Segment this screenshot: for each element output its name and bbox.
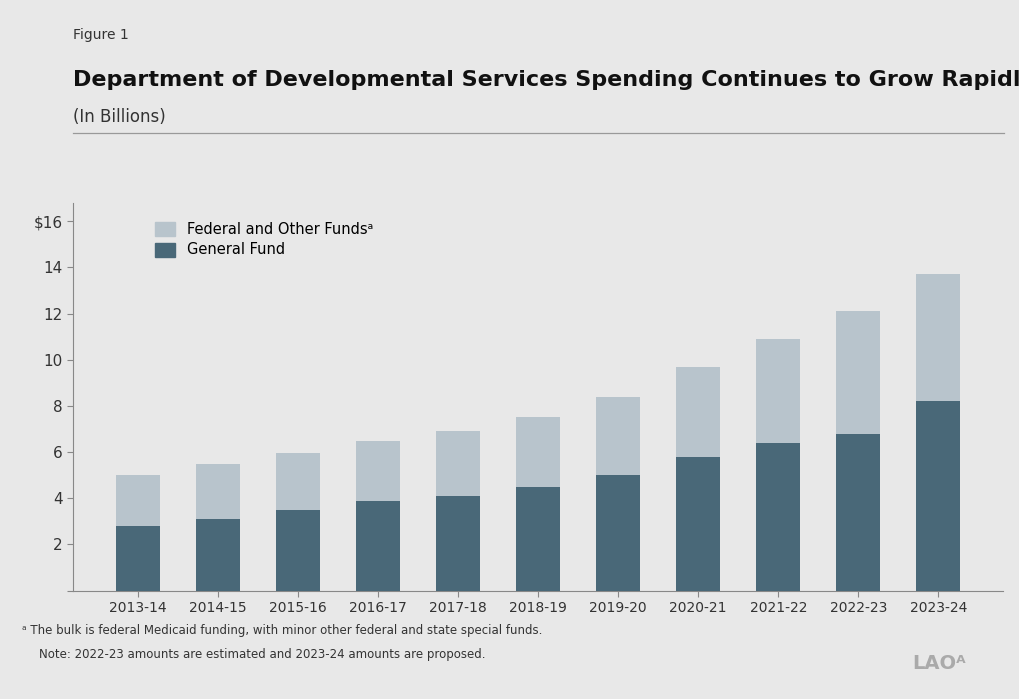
Text: Note: 2022-23 amounts are estimated and 2023-24 amounts are proposed.: Note: 2022-23 amounts are estimated and …: [39, 648, 485, 661]
Bar: [837, 311, 880, 433]
Text: (In Billions): (In Billions): [73, 108, 166, 127]
Bar: [916, 401, 961, 591]
Text: ᵃ The bulk is federal Medicaid funding, with minor other federal and state speci: ᵃ The bulk is federal Medicaid funding, …: [22, 624, 543, 637]
Bar: [276, 453, 320, 510]
Bar: [356, 500, 399, 591]
Bar: [516, 417, 560, 487]
Bar: [677, 367, 720, 456]
Bar: [276, 510, 320, 591]
Bar: [677, 456, 720, 591]
Bar: [196, 519, 239, 591]
Bar: [837, 433, 880, 591]
Bar: [756, 339, 800, 443]
Bar: [516, 487, 560, 591]
Bar: [916, 274, 961, 401]
Legend: Federal and Other Fundsᵃ, General Fund: Federal and Other Fundsᵃ, General Fund: [155, 222, 373, 257]
Text: Department of Developmental Services Spending Continues to Grow Rapidly: Department of Developmental Services Spe…: [73, 70, 1019, 90]
Text: Figure 1: Figure 1: [73, 28, 129, 42]
Bar: [756, 443, 800, 591]
Bar: [596, 475, 640, 591]
Text: LAOᴬ: LAOᴬ: [912, 654, 966, 672]
Bar: [596, 397, 640, 475]
Bar: [115, 475, 160, 526]
Bar: [436, 496, 480, 591]
Bar: [356, 440, 399, 500]
Bar: [436, 431, 480, 496]
Bar: [196, 463, 239, 519]
Bar: [115, 526, 160, 591]
